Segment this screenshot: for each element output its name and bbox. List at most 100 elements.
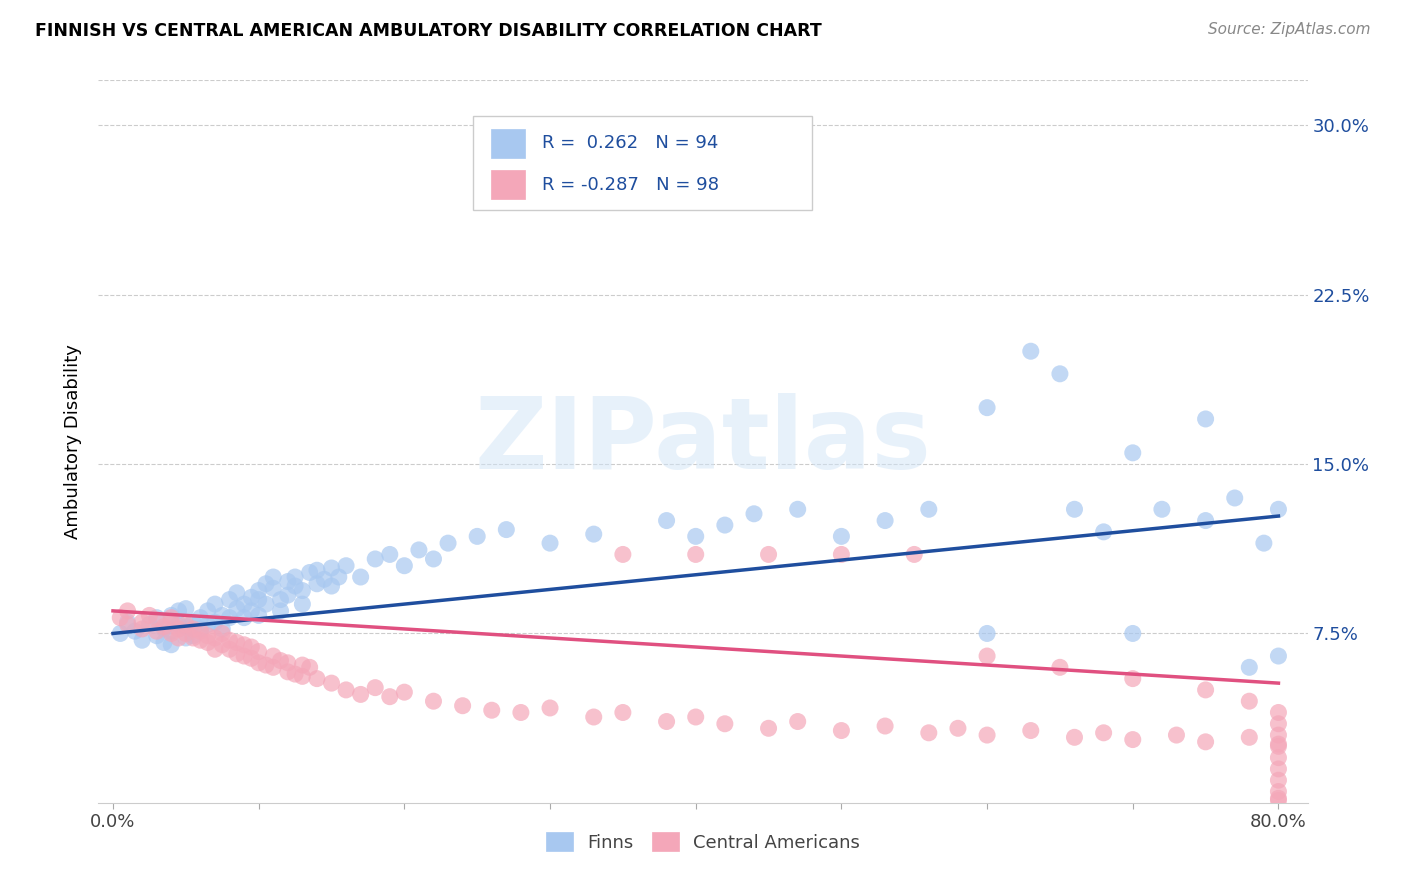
Central Americans bbox=[167, 631, 190, 645]
Finns bbox=[190, 622, 212, 636]
Finns bbox=[291, 583, 314, 598]
Finns bbox=[1253, 536, 1275, 550]
Central Americans bbox=[181, 622, 204, 636]
Finns bbox=[254, 597, 277, 611]
Finns bbox=[284, 579, 307, 593]
Finns bbox=[262, 582, 284, 596]
Finns bbox=[218, 592, 240, 607]
Central Americans bbox=[1267, 716, 1289, 731]
Finns bbox=[1063, 502, 1085, 516]
Central Americans bbox=[1267, 728, 1289, 742]
Central Americans bbox=[117, 604, 139, 618]
Central Americans bbox=[247, 656, 270, 670]
Central Americans bbox=[946, 721, 969, 735]
Finns bbox=[685, 529, 707, 543]
Finns bbox=[167, 604, 190, 618]
Finns bbox=[270, 592, 292, 607]
Central Americans bbox=[298, 660, 321, 674]
Central Americans bbox=[131, 622, 153, 636]
Finns bbox=[1194, 412, 1216, 426]
Finns bbox=[145, 629, 167, 643]
Central Americans bbox=[190, 624, 212, 639]
Finns bbox=[378, 548, 401, 562]
Central Americans bbox=[1166, 728, 1188, 742]
Central Americans bbox=[153, 620, 176, 634]
Central Americans bbox=[291, 669, 314, 683]
Legend: Finns, Central Americans: Finns, Central Americans bbox=[538, 825, 868, 859]
Finns bbox=[270, 604, 292, 618]
Finns bbox=[190, 610, 212, 624]
Finns bbox=[305, 576, 328, 591]
Text: R = -0.287   N = 98: R = -0.287 N = 98 bbox=[543, 176, 720, 194]
Central Americans bbox=[1267, 773, 1289, 788]
Finns bbox=[131, 633, 153, 648]
Finns bbox=[786, 502, 808, 516]
Text: Source: ZipAtlas.com: Source: ZipAtlas.com bbox=[1208, 22, 1371, 37]
Central Americans bbox=[160, 626, 183, 640]
Central Americans bbox=[1019, 723, 1042, 738]
Central Americans bbox=[1049, 660, 1071, 674]
Finns bbox=[1150, 502, 1173, 516]
Central Americans bbox=[1194, 735, 1216, 749]
Finns bbox=[197, 604, 219, 618]
Central Americans bbox=[364, 681, 387, 695]
Finns bbox=[612, 129, 634, 144]
Finns bbox=[305, 563, 328, 577]
Central Americans bbox=[277, 665, 299, 679]
Central Americans bbox=[612, 548, 634, 562]
Central Americans bbox=[247, 644, 270, 658]
Finns bbox=[422, 552, 444, 566]
Finns bbox=[976, 401, 998, 415]
Finns bbox=[1092, 524, 1115, 539]
Finns bbox=[167, 617, 190, 632]
Central Americans bbox=[262, 660, 284, 674]
Finns bbox=[225, 586, 247, 600]
Finns bbox=[197, 617, 219, 632]
Central Americans bbox=[875, 719, 897, 733]
Finns bbox=[298, 566, 321, 580]
Finns bbox=[321, 561, 343, 575]
Finns bbox=[181, 615, 204, 630]
Finns bbox=[394, 558, 416, 573]
Central Americans bbox=[335, 682, 357, 697]
Central Americans bbox=[1267, 762, 1289, 776]
Finns bbox=[350, 570, 373, 584]
Text: FINNISH VS CENTRAL AMERICAN AMBULATORY DISABILITY CORRELATION CHART: FINNISH VS CENTRAL AMERICAN AMBULATORY D… bbox=[35, 22, 823, 40]
Central Americans bbox=[1092, 726, 1115, 740]
Finns bbox=[1239, 660, 1261, 674]
Central Americans bbox=[1194, 682, 1216, 697]
Finns bbox=[233, 597, 256, 611]
Central Americans bbox=[240, 640, 263, 654]
Central Americans bbox=[481, 703, 503, 717]
Finns bbox=[495, 523, 517, 537]
Central Americans bbox=[582, 710, 605, 724]
Central Americans bbox=[1267, 706, 1289, 720]
Central Americans bbox=[218, 642, 240, 657]
Finns bbox=[655, 514, 678, 528]
Central Americans bbox=[758, 548, 780, 562]
Central Americans bbox=[1267, 791, 1289, 805]
Central Americans bbox=[1122, 732, 1144, 747]
Central Americans bbox=[197, 629, 219, 643]
Finns bbox=[364, 552, 387, 566]
Central Americans bbox=[160, 615, 183, 630]
Finns bbox=[538, 536, 561, 550]
Central Americans bbox=[145, 624, 167, 639]
Finns bbox=[284, 570, 307, 584]
Central Americans bbox=[225, 647, 247, 661]
Finns bbox=[328, 570, 350, 584]
Finns bbox=[262, 570, 284, 584]
Finns bbox=[976, 626, 998, 640]
Finns bbox=[1223, 491, 1246, 505]
Central Americans bbox=[277, 656, 299, 670]
Central Americans bbox=[786, 714, 808, 729]
FancyBboxPatch shape bbox=[474, 117, 811, 211]
Central Americans bbox=[284, 667, 307, 681]
Finns bbox=[742, 507, 765, 521]
Central Americans bbox=[1122, 672, 1144, 686]
Central Americans bbox=[181, 631, 204, 645]
Finns bbox=[314, 572, 336, 586]
Central Americans bbox=[1239, 731, 1261, 745]
Central Americans bbox=[612, 706, 634, 720]
Finns bbox=[181, 629, 204, 643]
